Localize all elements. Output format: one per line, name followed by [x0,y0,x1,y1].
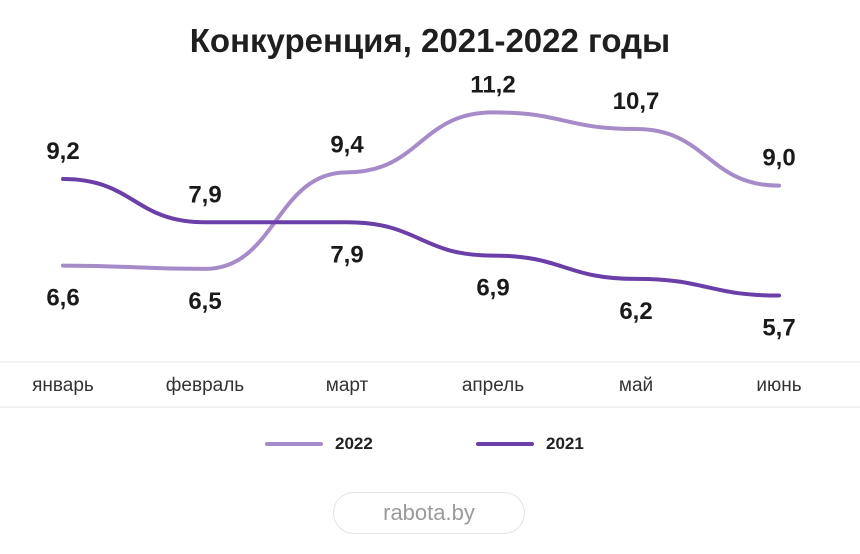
x-tick-label-5: июнь [756,375,801,396]
data-label-2021-2: 7,9 [330,241,363,268]
data-label-2021-4: 6,2 [619,298,652,325]
data-label-2022-1: 6,5 [188,288,221,315]
brand-badge[interactable]: rabota.by [333,492,525,534]
data-label-2021-1: 7,9 [188,181,221,208]
x-tick-label-1: февраль [166,375,245,396]
legend-label-2022: 2022 [335,434,373,454]
data-label-2022-4: 10,7 [613,88,660,115]
data-label-2021-0: 9,2 [46,138,79,165]
data-label-2021-3: 6,9 [476,275,509,302]
series-line-2022 [63,112,779,269]
x-tick-label-2: март [326,375,369,396]
legend: 2022 2021 [0,434,860,458]
x-tick-label-3: апрель [462,375,524,396]
data-label-2022-5: 9,0 [762,145,795,172]
legend-label-2021: 2021 [546,434,584,454]
data-label-2022-3: 11,2 [470,71,515,98]
x-tick-label-0: январь [32,375,94,396]
series-line-2021 [63,179,779,296]
legend-item-2021: 2021 [476,434,584,454]
legend-swatch-2021 [476,442,534,446]
data-label-2022-2: 9,4 [330,131,364,158]
legend-item-2022: 2022 [265,434,373,454]
x-tick-label-4: май [619,375,653,396]
data-label-2021-5: 5,7 [762,315,795,342]
line-chart: 6,6 6,5 9,4 11,2 10,7 9,0 9,2 7,9 7,9 6,9 6,2 5,7 я… [0,0,860,420]
data-label-2022-0: 6,6 [46,285,79,312]
legend-swatch-2022 [265,442,323,446]
